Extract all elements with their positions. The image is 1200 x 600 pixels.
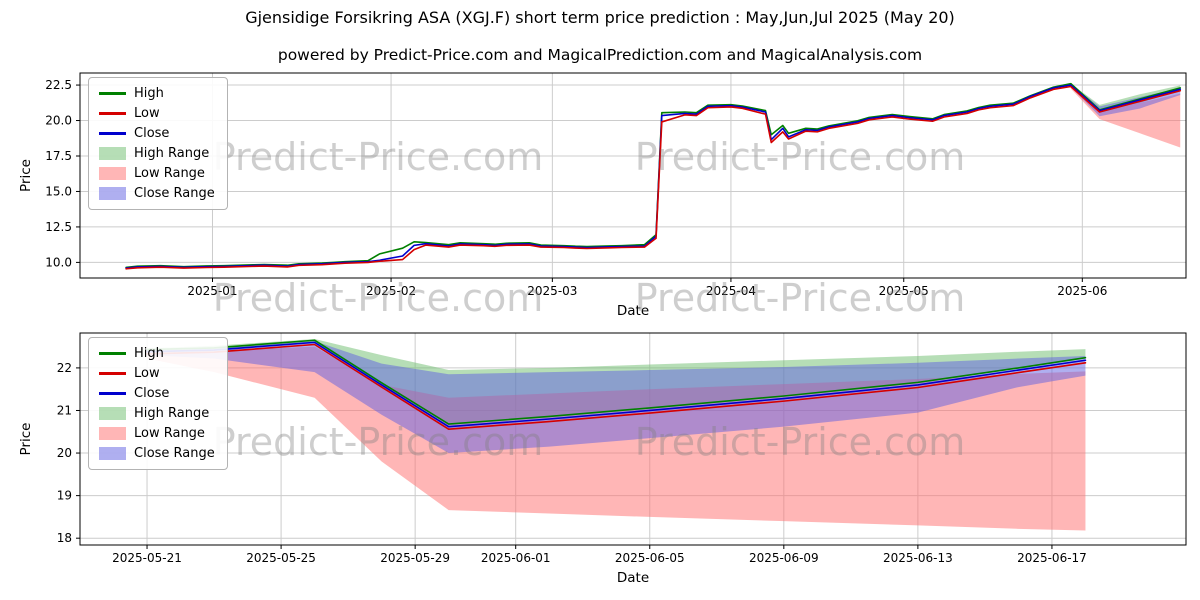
y-tick-label: 22.5 <box>45 78 72 92</box>
legend-label: Close <box>134 386 170 401</box>
y-tick-label: 22 <box>57 361 72 375</box>
legend-line-swatch <box>99 372 126 375</box>
legend-label: Close <box>134 126 170 141</box>
legend-item-low: Low <box>99 106 215 121</box>
legend-item-close-range: Close Range <box>99 186 215 201</box>
x-axis-label: Date <box>617 303 649 319</box>
legend-label: Low <box>134 106 160 121</box>
y-tick-label: 12.5 <box>45 220 72 234</box>
y-axis-label: Price <box>18 423 34 456</box>
x-tick-label: 2025-03 <box>527 284 577 298</box>
legend-patch-swatch <box>99 407 126 420</box>
x-tick-label: 2025-06-01 <box>481 551 551 565</box>
legend-item-high: High <box>99 346 215 361</box>
x-tick-label: 2025-06-09 <box>749 551 819 565</box>
history-chart: 2025-01 2025-02 2025-03 2025-04 2025-05 2025-… <box>18 72 1187 319</box>
x-tick-label: 2025-05-21 <box>112 551 182 565</box>
high-line <box>146 339 1087 425</box>
legend-line-swatch <box>99 92 126 95</box>
x-tick-label: 2025-04 <box>706 284 756 298</box>
x-axis-label: Date <box>617 570 649 586</box>
x-tick-label: 2025-05 <box>879 284 929 298</box>
legend-item-high-range: High Range <box>99 406 215 421</box>
y-tick-label: 19 <box>57 489 72 503</box>
legend-line-swatch <box>99 132 126 135</box>
legend-item-low-range: Low Range <box>99 426 215 441</box>
y-tick-label: 15.0 <box>45 184 72 198</box>
legend-prediction-chart: High Low Close High Range Low Range Close Ran… <box>88 337 228 470</box>
legend-label: High <box>134 346 164 361</box>
legend-label: High <box>134 86 164 101</box>
legend-patch-swatch <box>99 427 126 440</box>
legend-item-low: Low <box>99 366 215 381</box>
legend-label: Close Range <box>134 446 215 461</box>
legend-patch-swatch <box>99 187 126 200</box>
prediction-chart: 2025-05-21 2025-05-25 2025-05-29 2025-06-01… <box>18 332 1187 586</box>
y-tick-label: 10.0 <box>45 255 72 269</box>
y-tick-label: 20.0 <box>45 114 72 128</box>
legend-item-close: Close <box>99 386 215 401</box>
close-range-band <box>147 341 1086 454</box>
legend-item-high-range: High Range <box>99 146 215 161</box>
y-tick-label: 21 <box>57 403 72 417</box>
legend-item-close-range: Close Range <box>99 446 215 461</box>
x-tick-label: 2025-06 <box>1057 284 1107 298</box>
legend-patch-swatch <box>99 167 126 180</box>
x-tick-label: 2025-05-29 <box>380 551 450 565</box>
y-axis-label: Price <box>18 159 34 192</box>
legend-label: High Range <box>134 406 210 421</box>
legend-item-low-range: Low Range <box>99 166 215 181</box>
high-range-band <box>1070 83 1181 111</box>
legend-item-close: Close <box>99 126 215 141</box>
page-title: Gjensidige Forsikring ASA (XGJ.F) short … <box>245 8 955 27</box>
x-tick-label: 2025-02 <box>366 284 416 298</box>
close-line <box>146 341 1087 428</box>
y-tick-label: 18 <box>57 531 72 545</box>
legend-line-swatch <box>99 352 126 355</box>
legend-line-swatch <box>99 112 126 115</box>
x-tick-label: 2025-06-05 <box>615 551 685 565</box>
x-tick-label: 2025-05-25 <box>246 551 316 565</box>
legend-label: Low <box>134 366 160 381</box>
close-line <box>125 84 1182 269</box>
legend-label: Low Range <box>134 426 205 441</box>
plot-border <box>79 332 1187 546</box>
legend-label: High Range <box>134 146 210 161</box>
legend-history-chart: High Low Close High Range Low Range Close Ran… <box>88 77 228 210</box>
x-tick-label: 2025-01 <box>187 284 237 298</box>
low-line <box>146 343 1087 431</box>
legend-label: Low Range <box>134 166 205 181</box>
y-tick-label: 20 <box>57 446 72 460</box>
legend-line-swatch <box>99 392 126 395</box>
low-line <box>125 85 1182 270</box>
legend-label: Close Range <box>134 186 215 201</box>
legend-patch-swatch <box>99 147 126 160</box>
page-subtitle: powered by Predict-Price.com and Magical… <box>277 46 923 64</box>
y-tick-label: 17.5 <box>45 149 72 163</box>
legend-patch-swatch <box>99 447 126 460</box>
plot-border <box>79 72 1187 279</box>
legend-item-high: High <box>99 86 215 101</box>
x-tick-label: 2025-06-17 <box>1017 551 1087 565</box>
x-tick-label: 2025-06-13 <box>883 551 953 565</box>
